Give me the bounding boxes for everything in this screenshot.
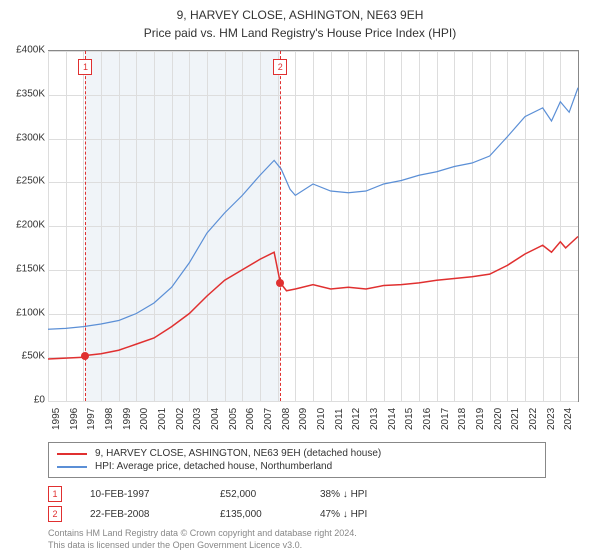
x-tick-label: 2020	[493, 408, 504, 430]
x-tick-label: 1995	[51, 408, 62, 430]
x-tick-label: 2005	[228, 408, 239, 430]
title-block: 9, HARVEY CLOSE, ASHINGTON, NE63 9EH Pri…	[0, 0, 600, 42]
x-tick-label: 2022	[528, 408, 539, 430]
x-tick-label: 2001	[157, 408, 168, 430]
x-tick-label: 2003	[192, 408, 203, 430]
marker-price: £135,000	[220, 509, 320, 520]
x-tick-label: 2007	[263, 408, 274, 430]
x-tick-label: 1999	[122, 408, 133, 430]
x-tick-label: 2011	[334, 408, 345, 430]
x-tick-label: 2010	[316, 408, 327, 430]
x-tick-label: 1998	[104, 408, 115, 430]
y-tick-label: £250K	[16, 176, 45, 187]
marker-table: 1 10-FEB-1997 £52,000 38% ↓ HPI 2 22-FEB…	[48, 486, 420, 526]
series-svg	[48, 51, 578, 401]
marker-hpi: 38% ↓ HPI	[320, 489, 420, 500]
y-tick-label: £300K	[16, 132, 45, 143]
x-tick-label: 2019	[475, 408, 486, 430]
x-tick-label: 1996	[69, 408, 80, 430]
x-tick-label: 2016	[422, 408, 433, 430]
marker-hpi: 47% ↓ HPI	[320, 509, 420, 520]
x-tick-label: 2006	[245, 408, 256, 430]
footer-line-2: This data is licensed under the Open Gov…	[48, 540, 357, 552]
y-tick-label: £0	[34, 395, 45, 406]
marker-badge: 1	[48, 486, 62, 502]
x-tick-label: 2014	[387, 408, 398, 430]
marker-row: 2 22-FEB-2008 £135,000 47% ↓ HPI	[48, 506, 420, 522]
legend-label: HPI: Average price, detached house, Nort…	[95, 461, 332, 472]
x-tick-label: 2018	[457, 408, 468, 430]
title-address: 9, HARVEY CLOSE, ASHINGTON, NE63 9EH	[0, 6, 600, 24]
series-line-price_paid	[48, 237, 578, 360]
x-tick-label: 2021	[510, 408, 521, 430]
chart-plot-area: 12	[48, 50, 579, 402]
y-gridline	[48, 401, 578, 402]
x-tick-label: 2002	[175, 408, 186, 430]
footer-line-1: Contains HM Land Registry data © Crown c…	[48, 528, 357, 540]
y-tick-label: £100K	[16, 307, 45, 318]
x-tick-label: 2008	[281, 408, 292, 430]
x-tick-label: 2024	[563, 408, 574, 430]
marker-badge: 2	[48, 506, 62, 522]
x-tick-label: 2004	[210, 408, 221, 430]
sale-point-marker	[276, 279, 284, 287]
x-tick-label: 2013	[369, 408, 380, 430]
footer-attribution: Contains HM Land Registry data © Crown c…	[48, 528, 357, 551]
x-tick-label: 2009	[298, 408, 309, 430]
series-line-hpi	[48, 88, 578, 330]
y-tick-label: £200K	[16, 220, 45, 231]
x-tick-label: 2000	[139, 408, 150, 430]
title-subtitle: Price paid vs. HM Land Registry's House …	[0, 24, 600, 42]
legend-label: 9, HARVEY CLOSE, ASHINGTON, NE63 9EH (de…	[95, 448, 381, 459]
marker-row: 1 10-FEB-1997 £52,000 38% ↓ HPI	[48, 486, 420, 502]
y-tick-label: £350K	[16, 88, 45, 99]
legend-swatch	[57, 466, 87, 468]
marker-date: 10-FEB-1997	[90, 489, 220, 500]
x-tick-label: 2012	[351, 408, 362, 430]
chart-container: 9, HARVEY CLOSE, ASHINGTON, NE63 9EH Pri…	[0, 0, 600, 560]
y-tick-label: £150K	[16, 263, 45, 274]
marker-date: 22-FEB-2008	[90, 509, 220, 520]
legend: 9, HARVEY CLOSE, ASHINGTON, NE63 9EH (de…	[48, 442, 546, 478]
y-tick-label: £400K	[16, 45, 45, 56]
legend-swatch	[57, 453, 87, 455]
legend-item: HPI: Average price, detached house, Nort…	[57, 460, 537, 473]
x-tick-label: 2023	[546, 408, 557, 430]
sale-point-marker	[81, 352, 89, 360]
x-tick-label: 2017	[440, 408, 451, 430]
x-tick-label: 2015	[404, 408, 415, 430]
legend-item: 9, HARVEY CLOSE, ASHINGTON, NE63 9EH (de…	[57, 447, 537, 460]
y-tick-label: £50K	[22, 351, 45, 362]
x-tick-label: 1997	[86, 408, 97, 430]
marker-price: £52,000	[220, 489, 320, 500]
